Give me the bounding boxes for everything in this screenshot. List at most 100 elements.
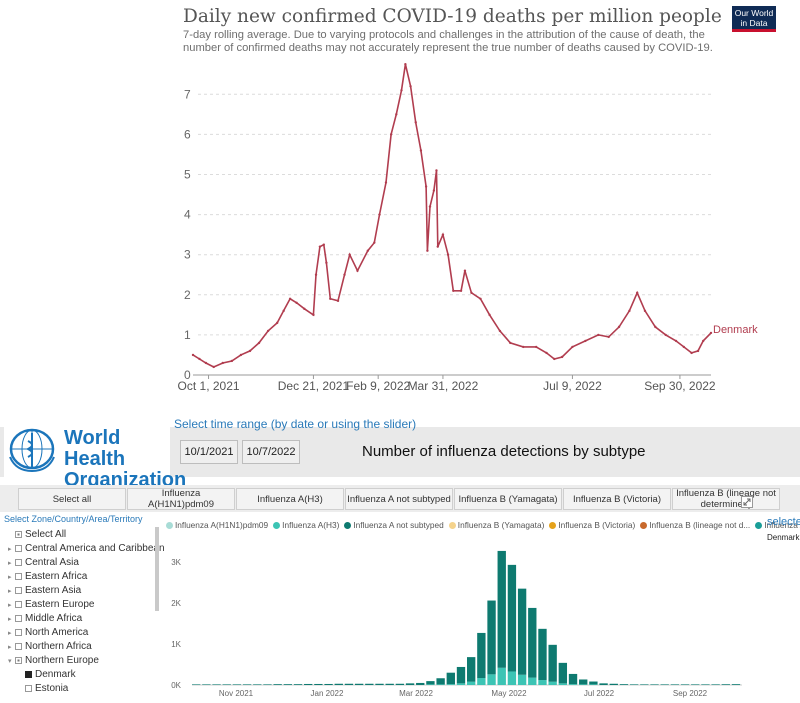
- y-tick-label: 0K: [171, 681, 181, 690]
- tab-b-victoria[interactable]: Influenza B (Victoria): [563, 488, 671, 510]
- zone-item[interactable]: ▸ Eastern Europe: [8, 599, 95, 610]
- data-point: [643, 309, 647, 313]
- owid-logo[interactable]: Our World in Data: [732, 6, 776, 32]
- zone-label: Denmark: [35, 669, 76, 680]
- data-point: [509, 341, 512, 345]
- bar-segment: [558, 662, 568, 684]
- bar-segment: [365, 683, 374, 685]
- legend-entry[interactable]: Influenza B (Yamagata): [448, 520, 545, 530]
- zone-label: Select All: [25, 529, 67, 540]
- legend-label: Influenza B (Yamagata): [457, 520, 545, 530]
- bar-segment: [467, 657, 476, 682]
- zone-item[interactable]: ▸ Northern Africa: [8, 641, 92, 652]
- y-tick-label: 5: [184, 168, 191, 182]
- zone-checkbox[interactable]: [25, 685, 32, 692]
- data-point: [378, 213, 381, 216]
- bar-segment: [640, 684, 649, 685]
- bar-segment: [192, 684, 201, 685]
- expand-icon[interactable]: [741, 496, 753, 508]
- data-point: [607, 335, 610, 339]
- tab-h1n1pdm09[interactable]: Influenza A(H1N1)pdm09: [127, 488, 235, 510]
- bar-segment: [354, 683, 364, 685]
- bar-segment: [528, 677, 537, 685]
- zone-checkbox[interactable]: [15, 657, 22, 664]
- expand-arrow-icon[interactable]: ▸: [8, 588, 12, 595]
- legend-entry[interactable]: Influenza A not subtyped: [344, 520, 444, 530]
- bar-segment: [293, 684, 303, 685]
- zone-checkbox[interactable]: [15, 643, 22, 650]
- y-tick-label: 7: [184, 87, 191, 101]
- date-from-input[interactable]: 10/1/2021: [180, 440, 238, 464]
- zone-checkbox[interactable]: [15, 587, 22, 594]
- data-point: [322, 243, 325, 246]
- expand-arrow-icon[interactable]: ▸: [8, 546, 12, 553]
- who-dashboard: Select time range (by date or using the …: [0, 405, 800, 703]
- legend-entry[interactable]: Influenza B (lineage not d...: [640, 520, 750, 530]
- bar-segment: [456, 666, 466, 684]
- influenza-bar-chart: 0K 1K 2K 3K Nov 2021 Jan 2022 Mar 2022 May 2022…: [171, 550, 742, 698]
- zone-item[interactable]: ▸ Central Asia: [8, 557, 79, 568]
- zone-label: Eastern Africa: [25, 571, 88, 582]
- series-line-denmark: [192, 64, 712, 368]
- tab-b-yamagata[interactable]: Influenza B (Yamagata): [454, 488, 562, 510]
- zone-checkbox[interactable]: [15, 545, 22, 552]
- zone-checkbox[interactable]: [15, 573, 22, 580]
- y-tick-label: 4: [184, 208, 191, 222]
- data-point: [248, 349, 252, 353]
- zone-item[interactable]: ▸ Eastern Africa: [8, 571, 87, 582]
- legend-entry[interactable]: Influenza A(H1): [755, 520, 800, 530]
- tab-a-not-subtyped[interactable]: Influenza A not subtyped: [345, 488, 453, 510]
- zone-checkbox[interactable]: [15, 601, 22, 608]
- date-to-input[interactable]: 10/7/2022: [242, 440, 300, 464]
- zone-item[interactable]: ▸ Eastern Asia: [8, 585, 81, 596]
- tab-h3[interactable]: Influenza A(H3): [236, 488, 344, 510]
- selected-label: selecte: [767, 516, 800, 528]
- legend-entry[interactable]: Influenza B (Victoria): [549, 520, 635, 530]
- zone-list-scrollbar[interactable]: [155, 527, 159, 611]
- selected-country: Denmark: [767, 533, 800, 542]
- expand-arrow-icon[interactable]: ▾: [8, 658, 12, 665]
- legend-entry[interactable]: Influenza A(H1N1)pdm09: [166, 520, 268, 530]
- y-tick-label: 1K: [171, 640, 181, 649]
- bar-segment: [701, 684, 710, 685]
- legend-dot-icon: [344, 522, 352, 529]
- bar-segment: [467, 681, 476, 685]
- bar-segment: [517, 674, 527, 685]
- expand-arrow-icon[interactable]: ▸: [8, 644, 12, 651]
- data-point: [404, 63, 407, 66]
- bar-segment: [232, 684, 242, 685]
- data-point: [696, 349, 700, 353]
- expand-arrow-icon[interactable]: ▸: [8, 630, 12, 637]
- data-point: [295, 301, 298, 305]
- zone-item[interactable]: ▾ Northern Europe: [8, 655, 99, 666]
- data-point: [221, 361, 224, 365]
- zone-item[interactable]: Estonia: [18, 683, 68, 694]
- zone-checkbox[interactable]: [15, 559, 22, 566]
- legend-label: Influenza A(H1): [764, 520, 800, 530]
- zone-checkbox[interactable]: [25, 671, 32, 678]
- expand-arrow-icon[interactable]: ▸: [8, 560, 12, 567]
- data-point: [373, 241, 376, 244]
- expand-arrow-icon[interactable]: ▸: [8, 602, 12, 609]
- tab-b-lineage-not-determined[interactable]: Influenza B (lineage not determined): [672, 488, 780, 510]
- data-point: [470, 291, 473, 294]
- expand-arrow-icon[interactable]: ▸: [8, 574, 12, 581]
- data-point: [336, 299, 340, 303]
- data-point: [282, 309, 285, 313]
- zone-checkbox[interactable]: [15, 615, 22, 622]
- zone-item[interactable]: ▸ Middle Africa: [8, 613, 82, 624]
- tab-select-all[interactable]: Select all: [18, 488, 126, 510]
- data-point: [356, 269, 359, 272]
- zone-item[interactable]: Select All: [8, 529, 66, 540]
- bar-segment: [568, 684, 578, 685]
- zone-checkbox[interactable]: [15, 629, 22, 636]
- zone-item[interactable]: ▸ North America: [8, 627, 88, 638]
- data-point: [522, 345, 525, 349]
- zone-item[interactable]: Denmark: [18, 669, 76, 680]
- legend-entry[interactable]: Influenza A(H3): [273, 520, 339, 530]
- expand-arrow-icon[interactable]: ▸: [8, 616, 12, 623]
- zone-item[interactable]: ▸ Central America and Caribbean: [8, 543, 165, 554]
- y-tick-label: 6: [184, 127, 191, 141]
- zone-checkbox[interactable]: [15, 531, 22, 538]
